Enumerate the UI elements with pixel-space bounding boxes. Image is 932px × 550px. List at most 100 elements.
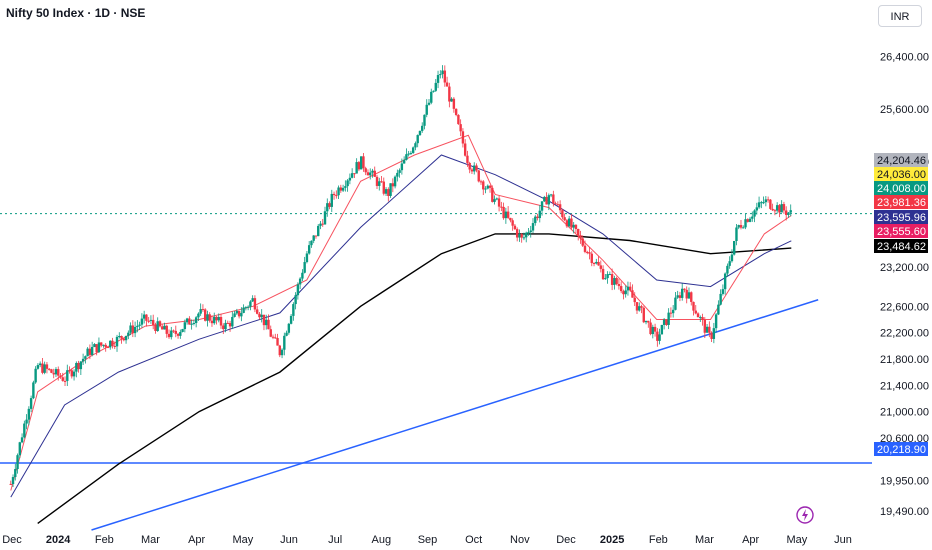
time-axis[interactable]: Dec 2024 Feb Mar Apr May Jun Jul Aug Sep Oct Nov Dec… (2, 534, 852, 546)
candle-body (531, 223, 535, 231)
candle-body (457, 114, 460, 125)
candle-body (775, 205, 779, 211)
candle-body (167, 333, 171, 338)
price-tag-label: 24,008.00 (877, 183, 926, 195)
candle-body (319, 223, 322, 226)
price-axis-label: 22,600.00 (880, 301, 929, 313)
candle-body (57, 369, 60, 376)
candle-body (692, 301, 695, 311)
candle-body (610, 274, 614, 285)
candle-body (676, 295, 679, 298)
candle-body (231, 316, 234, 327)
candle-body (63, 380, 67, 382)
candle-body (346, 180, 349, 187)
candle-body (120, 336, 123, 339)
candle-body (307, 245, 311, 254)
candle-body (624, 290, 627, 295)
candle-body (416, 135, 419, 144)
candle-body (183, 322, 187, 330)
candle-body (66, 370, 69, 381)
candle-body (118, 336, 121, 338)
candle-body (737, 225, 740, 228)
candle-body (292, 304, 295, 316)
candle-body (751, 216, 754, 219)
candle-body (728, 261, 731, 266)
candle-body (543, 196, 546, 202)
candle-body (703, 319, 707, 333)
candle-body (75, 362, 78, 372)
candle-body (382, 181, 385, 194)
candle-body (757, 202, 761, 208)
candle-body (106, 347, 110, 349)
candle-body (163, 325, 166, 330)
candle-body (192, 322, 196, 324)
candle-body (235, 310, 239, 314)
candle-body (210, 320, 214, 324)
candle-body (622, 291, 625, 295)
candle-body (606, 274, 609, 279)
candle-body (335, 195, 338, 197)
candle-body (660, 324, 664, 335)
time-axis-label: Feb (649, 534, 668, 546)
candle-body (577, 229, 580, 236)
trendline[interactable] (91, 299, 819, 531)
candle-body (608, 274, 612, 276)
symbol-title[interactable]: Nifty 50 Index · 1D · NSE (6, 6, 146, 20)
candle-body (97, 342, 101, 353)
candle-body (301, 272, 304, 279)
candle-body (344, 186, 347, 188)
candle-body (617, 284, 621, 287)
candle-body (497, 198, 501, 207)
candle-body (629, 286, 632, 291)
candle-body (448, 86, 451, 102)
candle-body (34, 368, 37, 383)
candle-body (206, 314, 209, 321)
currency-button[interactable]: INR (878, 5, 922, 27)
candle-body (778, 205, 781, 213)
candle-body (495, 198, 499, 200)
time-axis-label: May (786, 534, 807, 546)
time-axis-label: Apr (188, 534, 205, 546)
candle-body (473, 165, 476, 172)
candle-body (330, 193, 333, 207)
replay-button[interactable] (796, 506, 814, 524)
candle-body (515, 229, 519, 238)
candle-body (323, 211, 327, 225)
candle-body (11, 477, 15, 485)
candle-body (631, 290, 634, 298)
candle-body (733, 241, 736, 255)
candle-body (613, 278, 616, 285)
candle-body (721, 289, 725, 294)
candle-body (176, 333, 180, 336)
candle-body (662, 319, 666, 325)
price-tag (874, 195, 928, 209)
candle-body (253, 298, 257, 310)
candle-body (522, 237, 526, 239)
candle-body (84, 356, 87, 359)
candle-body (265, 319, 268, 326)
candle-body (540, 201, 544, 211)
candle-body (565, 220, 569, 227)
candle-body (109, 340, 112, 348)
candle-body (262, 314, 266, 326)
candle-body (45, 364, 49, 369)
candle-body (466, 155, 469, 163)
candle-body (16, 455, 19, 470)
candle-body (520, 234, 523, 238)
time-axis-label: Sep (418, 534, 438, 546)
candle-body (588, 252, 591, 254)
price-axis-label: 21,400.00 (880, 380, 929, 392)
candle-body (52, 372, 55, 375)
candle-body (714, 314, 718, 329)
candle-body (215, 316, 218, 321)
candle-body (579, 235, 582, 239)
candle-body (18, 442, 22, 456)
candle-body (59, 375, 62, 378)
candle-body (760, 202, 763, 204)
candle-body (194, 317, 198, 323)
price-axis-label: 19,490.00 (880, 506, 929, 518)
candle-body (312, 235, 315, 241)
price-tag-label: 23,595.96 (877, 212, 926, 224)
candle-body (371, 170, 374, 173)
